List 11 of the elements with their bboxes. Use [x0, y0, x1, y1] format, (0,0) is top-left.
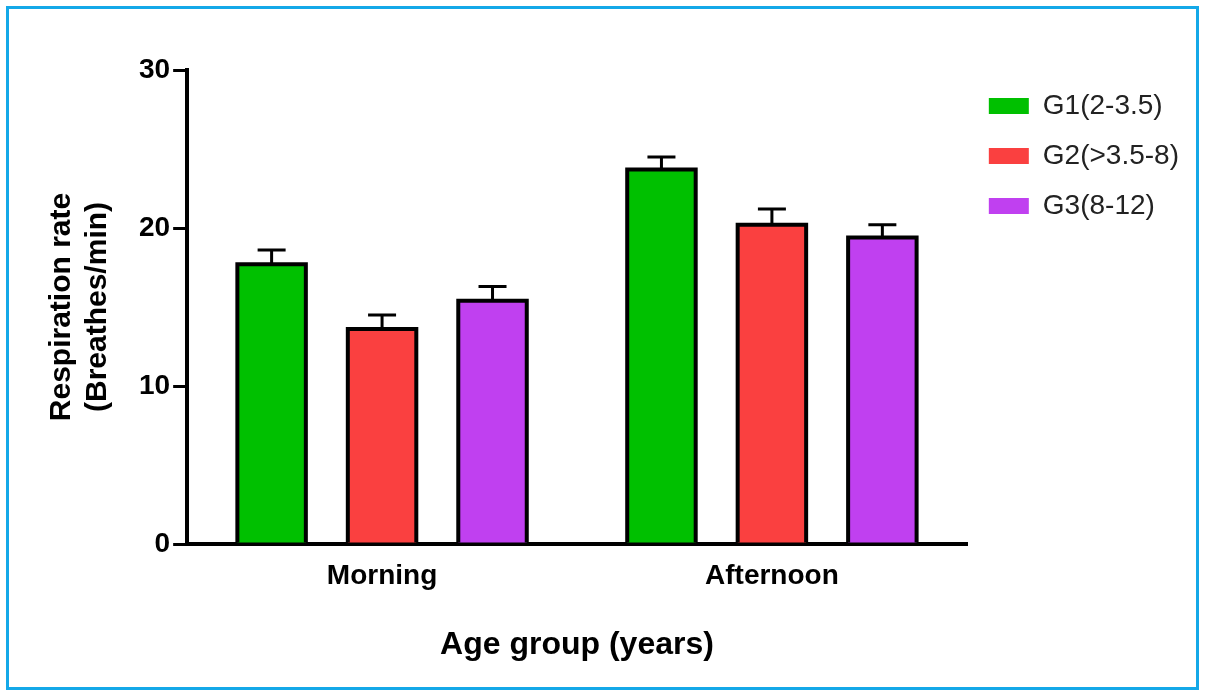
y-tick-label: 20 [138, 210, 171, 242]
x-axis-title: Age group (years) [440, 624, 714, 661]
x-tick-label: Afternoon [705, 558, 839, 590]
y-axis-title: Respiration rate (Breathes/min) [43, 192, 113, 422]
legend-label: G1(2-3.5) [1042, 88, 1163, 120]
x-tick-label: Morning [326, 558, 438, 590]
y-tick-label: 0 [154, 526, 171, 558]
legend-label: G3(8-12) [1042, 188, 1155, 220]
y-tick-label: 30 [138, 52, 171, 84]
y-tick-label: 10 [138, 368, 171, 400]
legend-label: G2(>3.5-8) [1042, 138, 1179, 170]
